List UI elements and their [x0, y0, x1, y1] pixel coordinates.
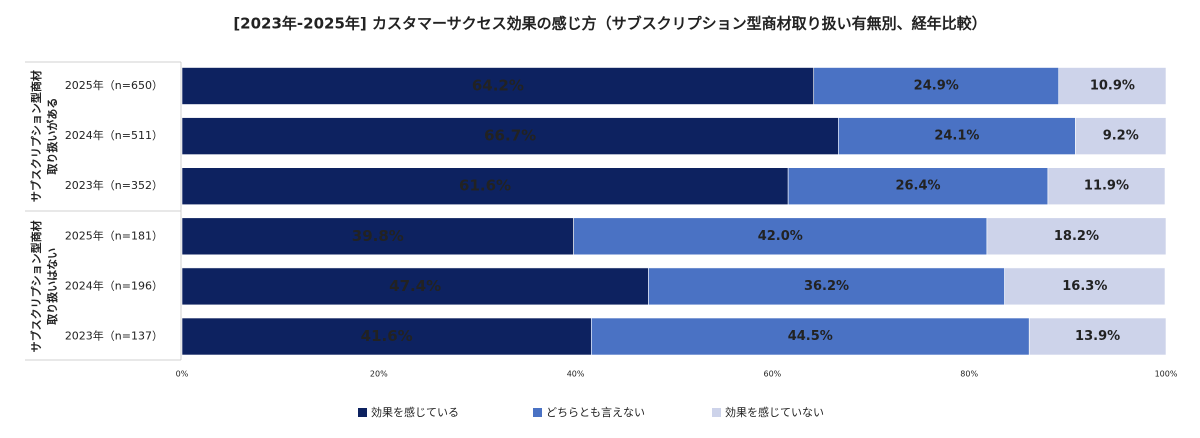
x-tick-label: 60%: [764, 370, 782, 379]
x-tick-label: 100%: [1155, 370, 1178, 379]
y-tick-label: 2024年（n=511）: [65, 128, 163, 142]
value-label: 66.7%: [484, 127, 536, 145]
bar-segment: [181, 117, 839, 155]
legend-swatch: [358, 408, 367, 417]
group-label: サブスクリプション型商材: [29, 220, 43, 352]
bar-segment: [181, 217, 574, 256]
value-label: 18.2%: [1054, 229, 1099, 244]
chart-title: [2023年-2025年] カスタマーサクセス効果の感じ方（サブスクリプション型…: [233, 15, 986, 33]
bar-segment: [813, 67, 1060, 105]
bar-segment: [1028, 317, 1167, 356]
y-tick-label: 2024年（n=196）: [65, 278, 163, 292]
group-label: 取り扱いがある: [45, 98, 59, 175]
legend-swatch: [712, 408, 721, 417]
bar-segment: [181, 167, 789, 205]
value-label: 24.9%: [914, 79, 959, 94]
value-label: 44.5%: [788, 329, 833, 344]
legend-label: 効果を感じている: [371, 405, 459, 419]
legend-label: どちらとも言えない: [546, 406, 645, 419]
bar-segment: [1075, 117, 1167, 155]
row-frame: [25, 61, 182, 361]
bar-segment: [838, 117, 1076, 155]
legend-label: 効果を感じていない: [725, 405, 824, 419]
y-tick-label: 2025年（n=650）: [65, 78, 163, 92]
bar-segment: [181, 267, 649, 306]
bar-segment: [181, 67, 815, 105]
bar-segment: [986, 217, 1167, 256]
value-label: 39.8%: [352, 227, 404, 245]
group-label: サブスクリプション型商材: [29, 70, 43, 202]
x-tick-label: 0%: [176, 370, 189, 379]
value-label: 47.4%: [389, 277, 441, 295]
x-tick-label: 80%: [960, 370, 978, 379]
value-label: 36.2%: [804, 279, 849, 294]
x-tick-label: 20%: [370, 370, 388, 379]
bar-segment: [1047, 167, 1166, 205]
bar-segment: [648, 267, 1005, 306]
bar-segment: [181, 317, 592, 356]
y-tick-label: 2023年（n=137）: [65, 329, 163, 343]
y-tick-label: 2025年（n=181）: [65, 228, 163, 242]
bar-segment: [1004, 267, 1166, 306]
value-label: 9.2%: [1103, 129, 1139, 144]
x-tick-label: 40%: [567, 370, 585, 379]
value-label: 24.1%: [934, 129, 979, 144]
bar-segment: [1058, 67, 1167, 105]
y-tick-label: 2023年（n=352）: [65, 178, 163, 192]
value-label: 42.0%: [758, 229, 803, 244]
value-label: 41.6%: [361, 327, 413, 345]
group-label: 取り扱いはない: [45, 248, 59, 325]
bar-segment: [573, 217, 988, 256]
value-label: 26.4%: [895, 179, 940, 194]
value-label: 13.9%: [1075, 329, 1120, 344]
value-label: 11.9%: [1084, 179, 1129, 194]
value-label: 61.6%: [459, 177, 511, 195]
value-label: 10.9%: [1090, 79, 1135, 94]
legend-swatch: [533, 408, 542, 417]
value-label: 64.2%: [472, 77, 524, 95]
value-label: 16.3%: [1062, 279, 1107, 294]
